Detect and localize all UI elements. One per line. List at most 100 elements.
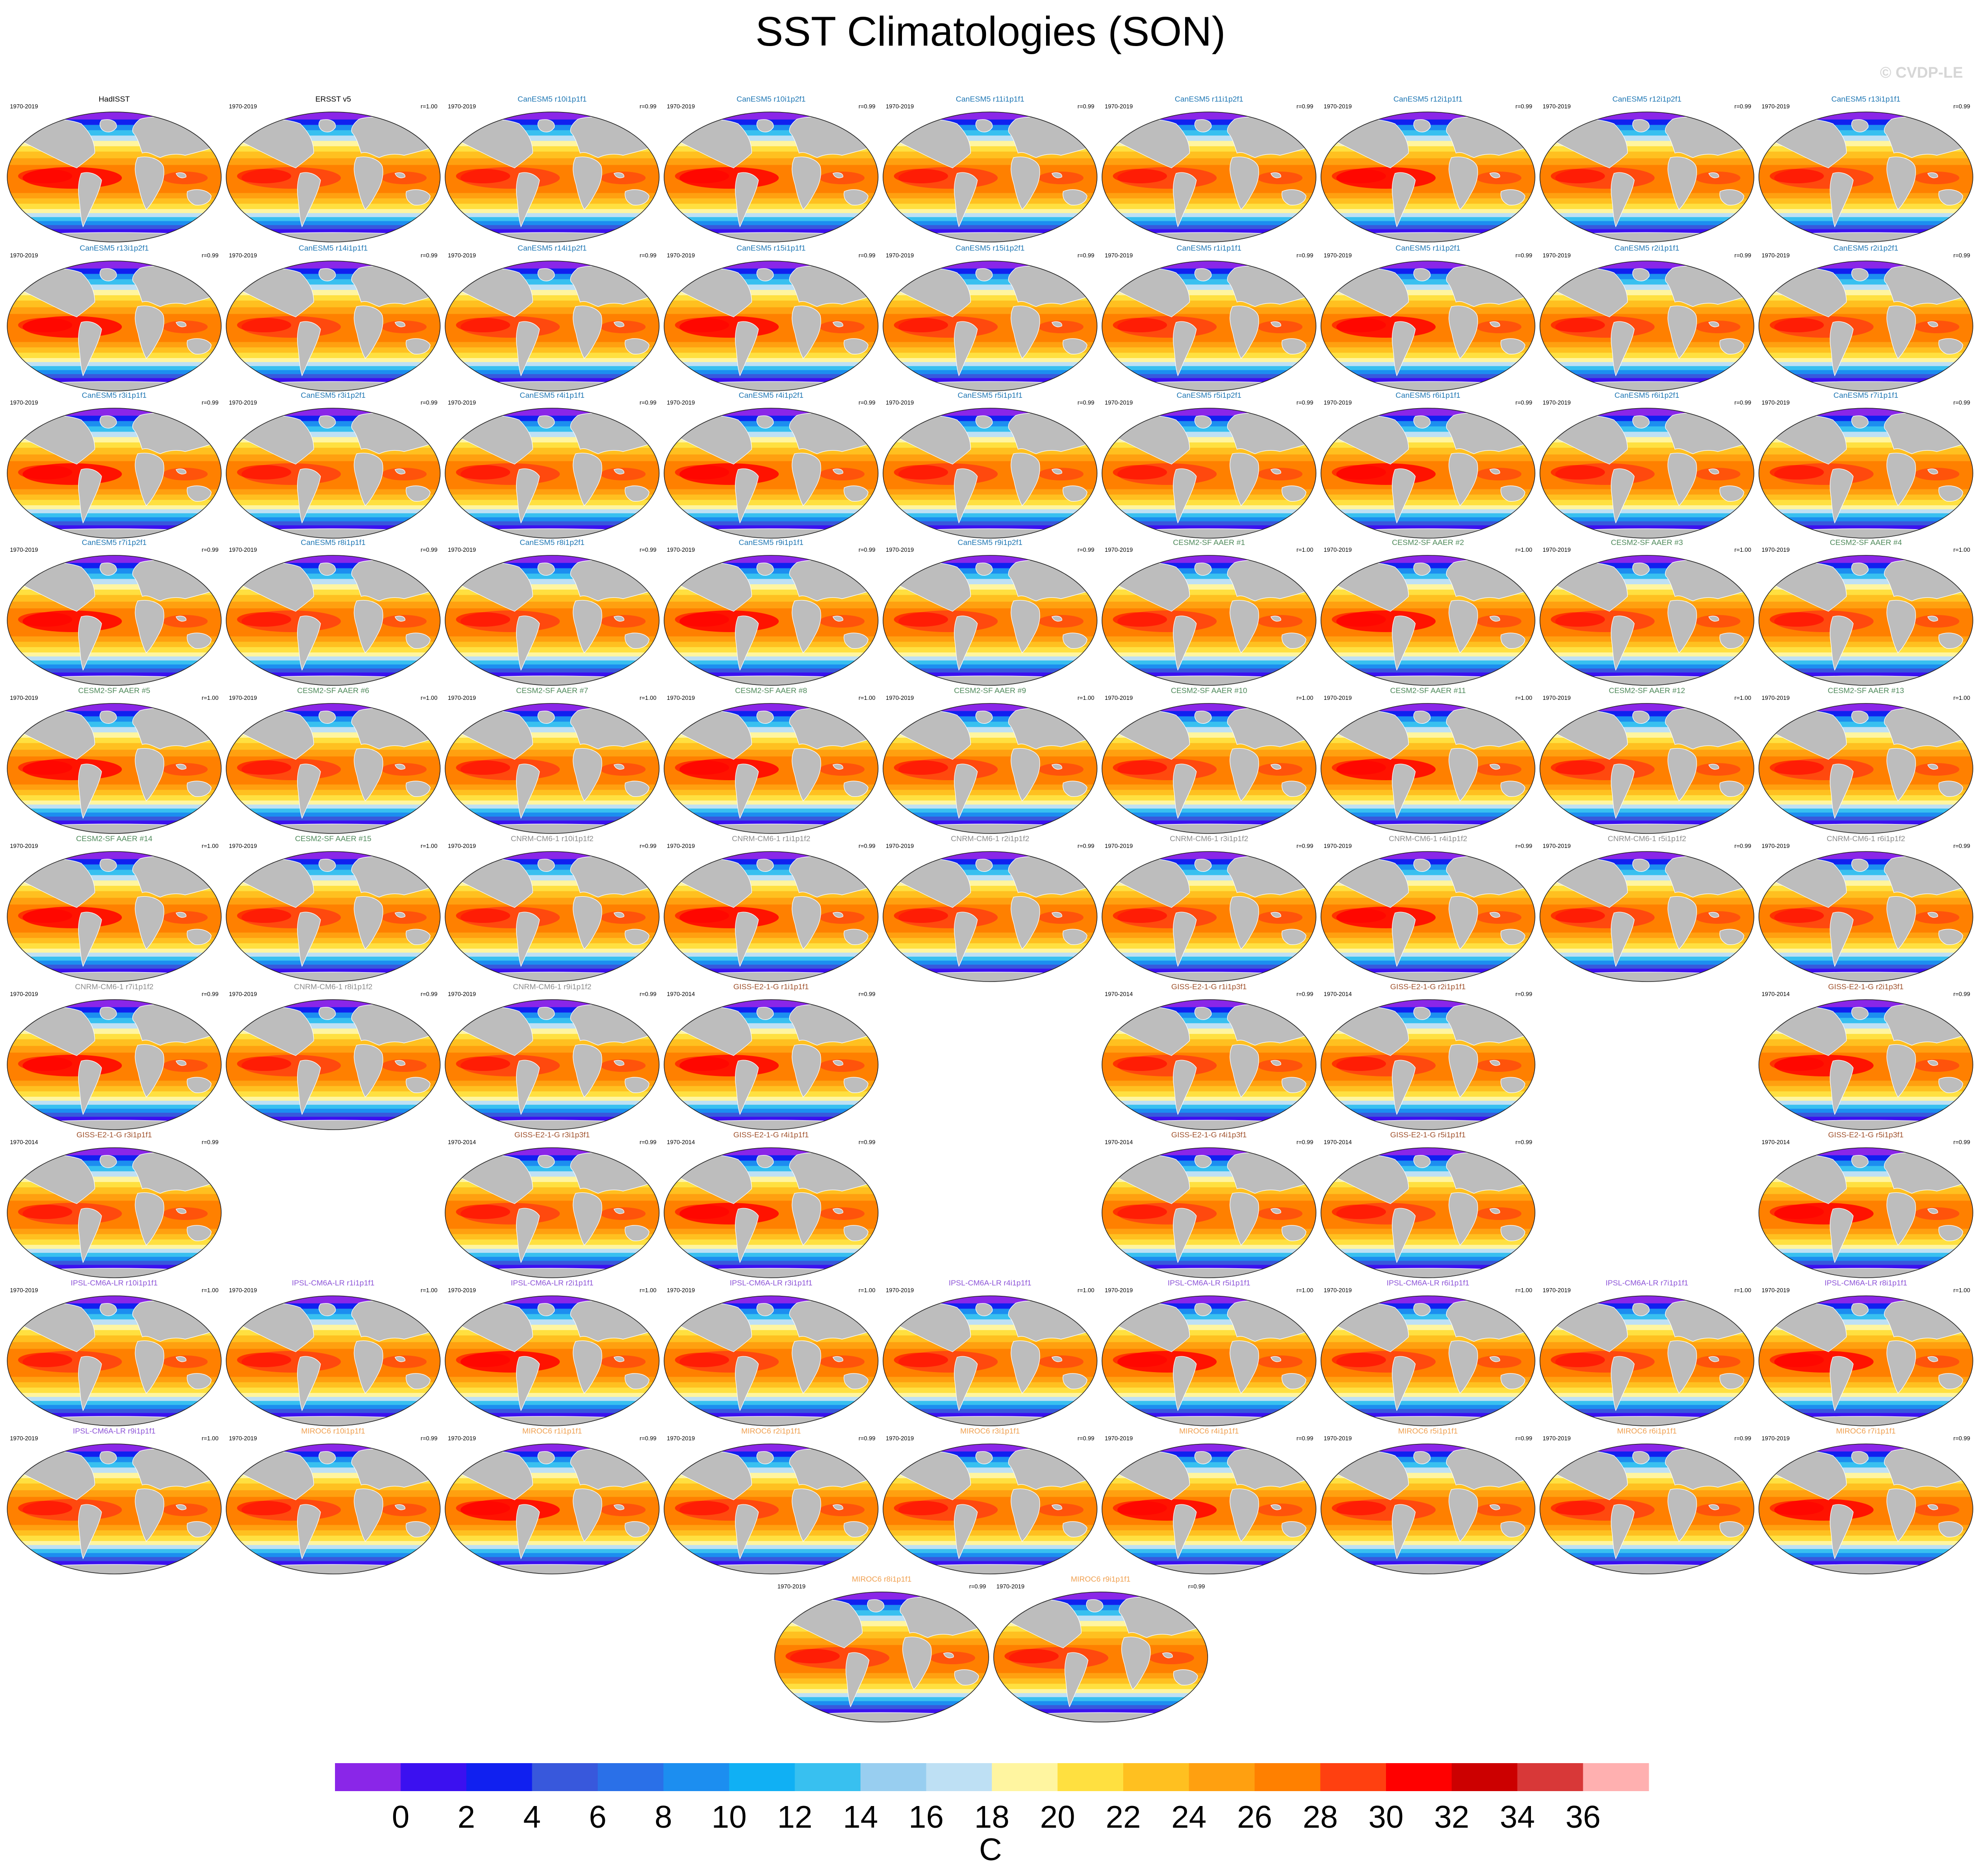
panel-title: CanESM5 r8i1p1f1 (301, 538, 366, 547)
panel-period: 1970-2019 (448, 843, 476, 849)
sst-map (1102, 261, 1316, 391)
panel-title: CESM2-SF AAER #12 (1609, 686, 1685, 695)
sst-map (1539, 1295, 1754, 1426)
colorbar-tick-label: 14 (843, 1799, 878, 1834)
sst-map (664, 408, 879, 539)
panel-title: GISS-E2-1-G r4i1p3f1 (1171, 1131, 1247, 1139)
panel-title: CESM2-SF AAER #10 (1171, 686, 1247, 695)
panel-period: 1970-2019 (1324, 103, 1352, 110)
panel-correlation: r=0.99 (420, 546, 437, 553)
sst-map (664, 1147, 879, 1278)
panel-correlation: r=1.00 (858, 694, 875, 701)
map-panel: IPSL-CM6A-LR r3i1p1f1 1970-2019 r=1.00 (661, 1279, 881, 1428)
sst-map (445, 703, 660, 834)
sst-map (664, 555, 879, 686)
panel-period: 1970-2019 (886, 252, 914, 259)
sst-map (1102, 999, 1316, 1130)
panel-correlation: r=0.99 (201, 399, 219, 406)
panel-title: CESM2-SF AAER #4 (1830, 538, 1902, 547)
sst-map (1758, 1295, 1973, 1426)
sst-map (445, 555, 660, 686)
panel-title: HadISST (98, 95, 130, 103)
panel-period: 1970-2019 (448, 1287, 476, 1294)
map-panel: CESM2-SF AAER #1 1970-2019 r=1.00 (1099, 538, 1319, 687)
panel-period: 1970-2019 (10, 103, 38, 110)
sst-map (1758, 555, 1973, 686)
colorbar-box (1517, 1763, 1583, 1791)
map-panel: CanESM5 r9i1p1f1 1970-2019 r=0.99 (661, 538, 881, 687)
panel-title: CanESM5 r2i1p2f1 (1833, 244, 1898, 252)
map-panel: MIROC6 r2i1p1f1 1970-2019 r=0.99 (661, 1427, 881, 1576)
panel-period: 1970-2019 (229, 1435, 257, 1442)
colorbar-box (992, 1763, 1058, 1791)
map-panel: CNRM-CM6-1 r4i1p1f2 1970-2019 r=0.99 (1318, 834, 1538, 983)
panel-correlation: r=1.00 (201, 1435, 219, 1442)
panel-correlation: r=1.00 (639, 694, 656, 701)
panel-period: 1970-2019 (229, 694, 257, 701)
map-panel: MIROC6 r4i1p1f1 1970-2019 r=0.99 (1099, 1427, 1319, 1576)
panel-period: 1970-2019 (448, 1435, 476, 1442)
sst-map (1102, 1147, 1316, 1278)
colorbar-box (795, 1763, 861, 1791)
map-panel: CNRM-CM6-1 r7i1p1f2 1970-2019 r=0.99 (5, 982, 224, 1131)
map-panel: MIROC6 r9i1p1f1 1970-2019 r=0.99 (991, 1575, 1210, 1724)
map-panel: CanESM5 r7i1p1f1 1970-2019 r=0.99 (1756, 391, 1976, 540)
panel-correlation: r=0.99 (201, 991, 219, 997)
map-panel: MIROC6 r6i1p1f1 1970-2019 r=0.99 (1537, 1427, 1757, 1576)
sst-map (1758, 999, 1973, 1130)
sst-map (1758, 261, 1973, 391)
sst-map (1539, 261, 1754, 391)
panel-correlation: r=0.99 (858, 991, 875, 997)
panel-correlation: r=1.00 (1077, 1287, 1094, 1294)
panel-correlation: r=0.99 (639, 843, 656, 849)
panel-correlation: r=1.00 (1734, 546, 1751, 553)
panel-correlation: r=0.99 (201, 546, 219, 553)
panel-period: 1970-2019 (1762, 694, 1790, 701)
sst-map (445, 1147, 660, 1278)
panel-period: 1970-2019 (1105, 399, 1133, 406)
map-panel: GISS-E2-1-G r2i1p1f1 1970-2014 r=0.99 (1318, 982, 1538, 1131)
panel-title: CESM2-SF AAER #5 (78, 686, 150, 695)
panel-period: 1970-2019 (229, 991, 257, 997)
panel-correlation: r=0.99 (201, 1139, 219, 1145)
sst-map (664, 1443, 879, 1574)
panel-period: 1970-2019 (667, 1435, 695, 1442)
panel-title: CESM2-SF AAER #13 (1828, 686, 1904, 695)
panel-title: CanESM5 r2i1p1f1 (1614, 244, 1679, 252)
map-panel: HadISST 1970-2019 (5, 95, 224, 244)
sst-map (226, 1443, 441, 1574)
panel-period: 1970-2019 (10, 546, 38, 553)
panel-title: CanESM5 r10i1p1f1 (517, 95, 587, 103)
map-panel: MIROC6 r5i1p1f1 1970-2019 r=0.99 (1318, 1427, 1538, 1576)
panel-correlation: r=0.99 (639, 1435, 656, 1442)
sst-map (1321, 555, 1535, 686)
panel-period: 1970-2014 (10, 1139, 38, 1145)
panel-period: 1970-2019 (1324, 252, 1352, 259)
colorbar-tick-label: 10 (711, 1799, 747, 1834)
panel-correlation: r=1.00 (1296, 1287, 1313, 1294)
sst-map (1321, 851, 1535, 982)
map-panel: GISS-E2-1-G r4i1p3f1 1970-2014 r=0.99 (1099, 1131, 1319, 1280)
map-panel: CESM2-SF AAER #13 1970-2019 r=1.00 (1756, 686, 1976, 835)
sst-map (993, 1592, 1208, 1722)
panel-title: CNRM-CM6-1 r1i1p1f2 (732, 834, 810, 843)
map-panel: IPSL-CM6A-LR r10i1p1f1 1970-2019 r=1.00 (5, 1279, 224, 1428)
panel-title: IPSL-CM6A-LR r9i1p1f1 (73, 1427, 156, 1435)
panel-period: 1970-2019 (1543, 843, 1571, 849)
panel-period: 1970-2014 (448, 1139, 476, 1145)
panel-period: 1970-2019 (886, 1287, 914, 1294)
sst-map (664, 112, 879, 242)
panel-correlation: r=1.00 (1734, 1287, 1751, 1294)
panel-title: CNRM-CM6-1 r8i1p1f2 (294, 982, 372, 991)
map-panel: IPSL-CM6A-LR r4i1p1f1 1970-2019 r=1.00 (880, 1279, 1100, 1428)
panel-period: 1970-2019 (886, 399, 914, 406)
sst-map (883, 555, 1097, 686)
panel-correlation: r=1.00 (1953, 694, 1970, 701)
sst-map (1539, 851, 1754, 982)
map-panel: GISS-E2-1-G r1i1p3f1 1970-2014 r=0.99 (1099, 982, 1319, 1131)
map-panel: CNRM-CM6-1 r5i1p1f2 1970-2019 r=0.99 (1537, 834, 1757, 983)
panel-correlation: r=0.99 (1515, 252, 1532, 259)
map-panel: CanESM5 r1i1p1f1 1970-2019 r=0.99 (1099, 244, 1319, 393)
panel-period: 1970-2019 (1324, 694, 1352, 701)
map-panel: IPSL-CM6A-LR r2i1p1f1 1970-2019 r=1.00 (442, 1279, 662, 1428)
